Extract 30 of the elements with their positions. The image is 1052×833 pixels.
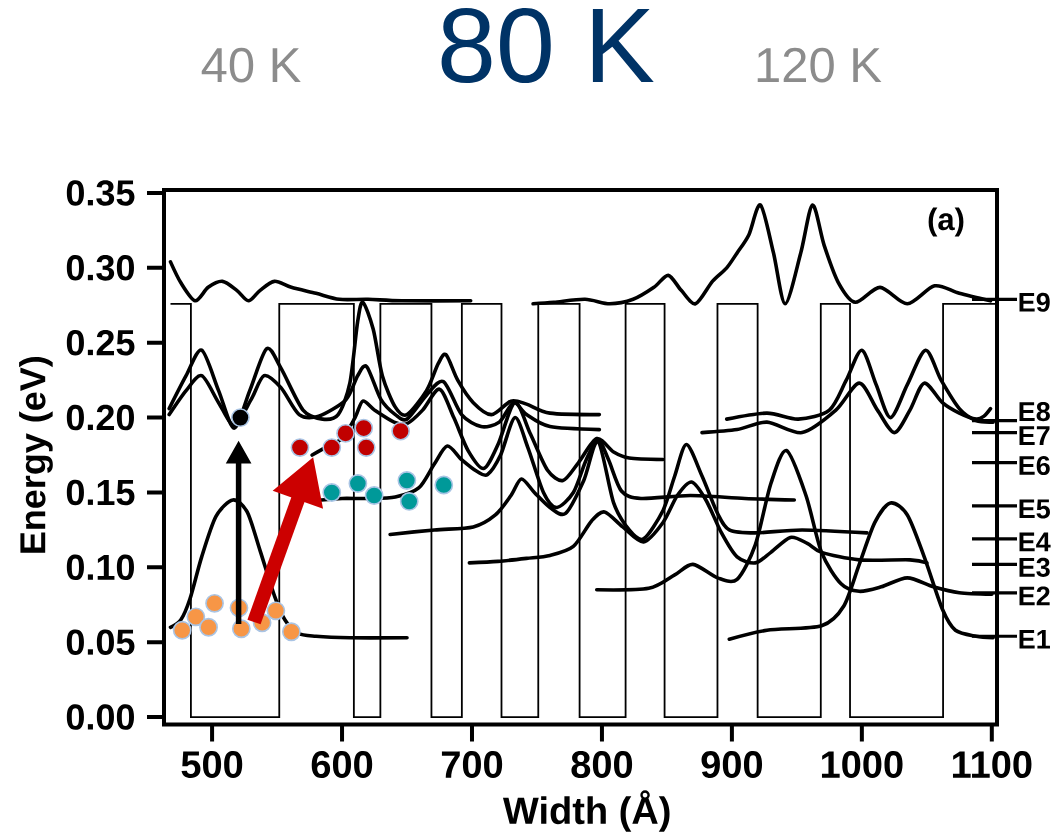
- ref-line-label: E4: [1019, 532, 1051, 552]
- ref-line-label: E3: [1019, 557, 1050, 577]
- y-tick-label: 0.00: [66, 704, 134, 730]
- ref-line-label: E2: [1019, 586, 1050, 606]
- ref-line-label: E5: [1019, 499, 1050, 519]
- y-tick-label: 0.15: [66, 479, 135, 506]
- x-tick-label: 600: [311, 751, 373, 779]
- x-axis-title: Width (Å): [502, 790, 670, 832]
- ref-line-label: E9: [1019, 292, 1050, 312]
- x-tick-label: 900: [701, 751, 763, 779]
- y-axis-title: Energy (eV): [19, 356, 53, 553]
- x-tick-label: 800: [571, 751, 633, 779]
- ref-line-label: E8: [1019, 402, 1050, 422]
- y-tick-label: 0.25: [66, 329, 135, 356]
- x-tick-label: 700: [441, 751, 503, 779]
- text: 40 K: [201, 47, 301, 83]
- y-tick-label: 0.30: [66, 255, 134, 281]
- ref-line-label: E7: [1019, 426, 1050, 445]
- x-tick-label: 500: [181, 751, 243, 779]
- ref-line-label: E1: [1019, 629, 1050, 649]
- ref-line-label: E6: [1019, 455, 1050, 476]
- text: 120 K: [757, 47, 882, 83]
- y-tick-label: 0.05: [66, 629, 135, 655]
- y-tick-label: 0.35: [66, 180, 135, 206]
- chart-title: 80 K: [441, 7, 654, 84]
- y-tick-label: 0.20: [66, 404, 134, 431]
- annotation: (a): [928, 207, 964, 237]
- x-tick-label: 1000: [821, 751, 903, 779]
- y-tick-label: 0.10: [66, 554, 134, 581]
- x-tick-label: 1100: [952, 751, 1032, 779]
